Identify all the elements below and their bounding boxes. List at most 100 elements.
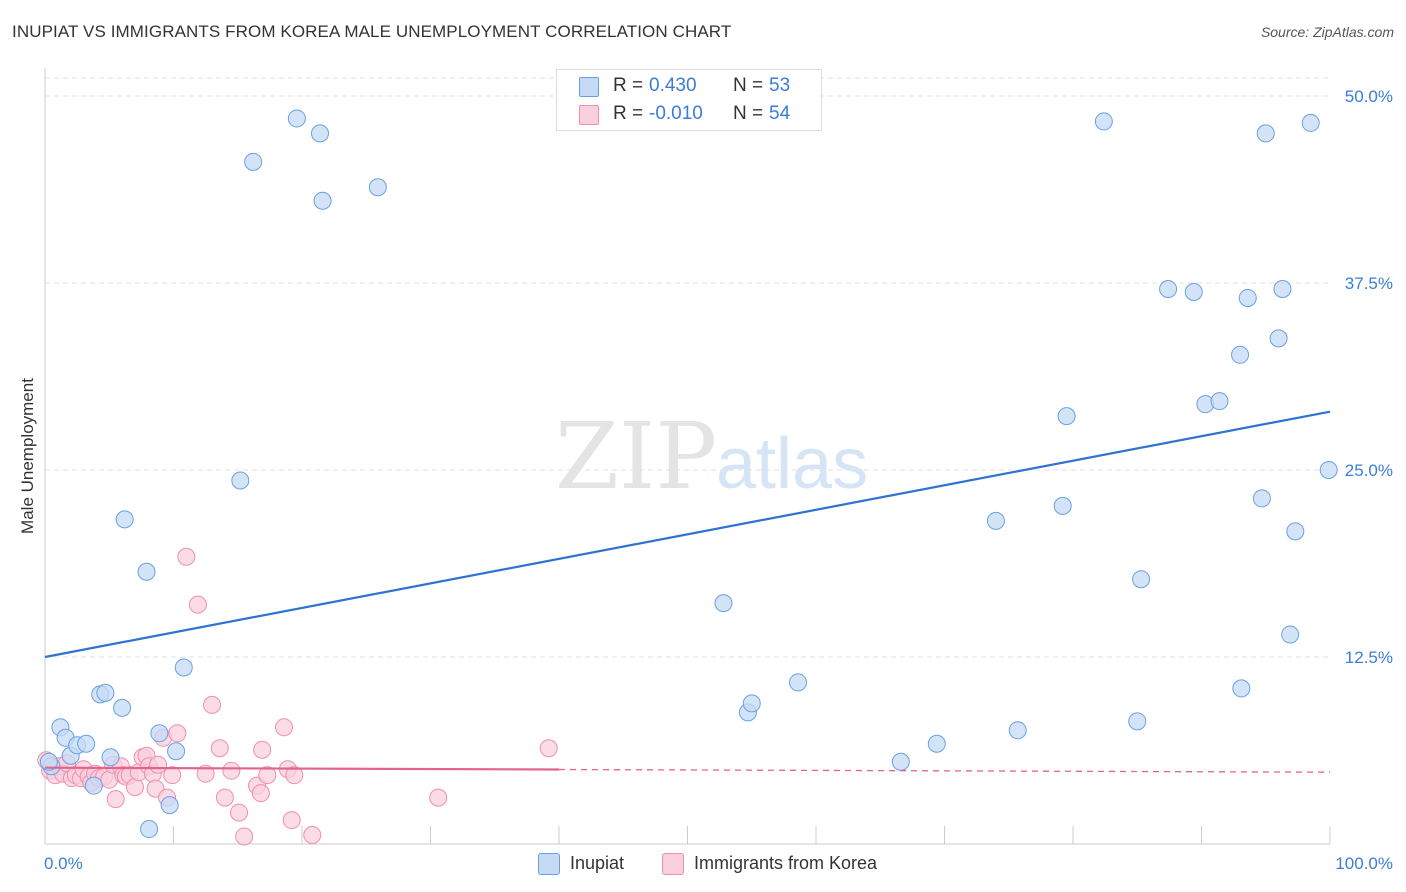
korea-point (196, 764, 215, 783)
inupiat-point (150, 724, 169, 743)
inupiat-point (96, 683, 115, 702)
legend-label: Immigrants from Korea (694, 853, 878, 873)
inupiat-point (113, 698, 132, 717)
y-tick-label: 50.0% (1345, 87, 1393, 106)
korea-point (125, 778, 144, 797)
inupiat-point (310, 124, 329, 143)
inupiat-point (160, 796, 179, 815)
korea-point (168, 724, 187, 743)
inupiat-point (77, 734, 96, 753)
inupiat-point (1231, 345, 1250, 364)
n-label: N = (733, 103, 764, 124)
inupiat-point (986, 511, 1005, 530)
inupiat-point (167, 742, 186, 761)
korea-swatch (662, 853, 684, 875)
y-tick-label: 37.5% (1345, 274, 1393, 293)
korea-point (303, 826, 322, 845)
inupiat-point (927, 734, 946, 753)
inupiat-point (742, 694, 761, 713)
inupiat-point (1008, 721, 1027, 740)
inupiat-point (1301, 113, 1320, 132)
korea-point (285, 766, 304, 785)
inupiat-point (1238, 288, 1257, 307)
inupiat-point (101, 748, 120, 767)
inupiat-point (174, 658, 193, 677)
y-tick-label: 12.5% (1345, 648, 1393, 667)
inupiat-point (1128, 712, 1147, 731)
inupiat-point (140, 820, 159, 839)
korea-point (230, 803, 249, 822)
inupiat-point (115, 510, 134, 529)
korea-point (177, 547, 196, 566)
x-tick-label: 100.0% (1335, 854, 1393, 873)
inupiat-point (789, 673, 808, 692)
korea-point (258, 766, 277, 785)
inupiat-point (1094, 112, 1113, 131)
korea-point (149, 755, 168, 774)
x-tick-label: 0.0% (44, 854, 83, 873)
n-label: N = (733, 75, 764, 96)
inupiat-point (1281, 625, 1300, 644)
watermark-zip: ZIP (555, 403, 717, 510)
inupiat-point (287, 109, 306, 128)
korea-point (188, 595, 207, 614)
korea-point (253, 740, 272, 759)
watermark: ZIP atlas (555, 403, 868, 510)
inupiat-point (368, 178, 387, 197)
n-value: 53 (769, 75, 791, 96)
inupiat-point (1252, 489, 1271, 508)
korea-point (251, 784, 270, 803)
r-label: R = (613, 103, 644, 124)
chart-title: INUPIAT VS IMMIGRANTS FROM KOREA MALE UN… (12, 22, 732, 41)
korea-point (203, 695, 222, 714)
inupiat-point (1256, 124, 1275, 143)
trend-lines (44, 410, 1331, 773)
inupiat-swatch (538, 853, 560, 875)
inupiat-point (137, 562, 156, 581)
watermark-atlas: atlas (716, 424, 868, 504)
inupiat-point (1057, 407, 1076, 426)
inupiat-point (1273, 279, 1292, 298)
inupiat-point (714, 594, 733, 613)
korea-point (222, 761, 241, 780)
korea-point (163, 766, 182, 785)
data-points (37, 109, 1338, 846)
korea-swatch (579, 105, 599, 125)
inupiat-point (1232, 679, 1251, 698)
korea-point (235, 827, 254, 846)
korea-trend-line-dashed (558, 768, 1331, 773)
inupiat-point (1159, 279, 1178, 298)
inupiat-point (1286, 522, 1305, 541)
axes (44, 68, 1331, 845)
inupiat-point (244, 152, 263, 171)
stats-box: R = 0.430 N = 53 R = -0.010 N = 54 (556, 69, 822, 131)
korea-point (539, 739, 558, 758)
korea-trend-line (44, 766, 560, 771)
inupiat-point (1132, 570, 1151, 589)
inupiat-point (231, 471, 250, 490)
r-label: R = (613, 75, 644, 96)
inupiat-point (313, 191, 332, 210)
inupiat-swatch (579, 77, 599, 97)
korea-point (282, 811, 301, 830)
korea-point (210, 739, 229, 758)
inupiat-point (1184, 282, 1203, 301)
inupiat-point (1269, 329, 1288, 348)
inupiat-point (39, 752, 58, 771)
inupiat-point (1319, 461, 1338, 479)
r-value: 0.430 (649, 75, 697, 96)
inupiat-point (891, 752, 910, 771)
inupiat-point (1210, 392, 1229, 411)
y-tick-label: 25.0% (1345, 461, 1393, 480)
grid-lines (45, 77, 1330, 658)
korea-point (275, 718, 294, 737)
n-value: 54 (769, 103, 791, 124)
inupiat-point (84, 776, 103, 795)
korea-point (215, 788, 234, 807)
legend-label: Inupiat (570, 853, 625, 873)
korea-point (429, 788, 448, 807)
r-value: -0.010 (649, 103, 703, 124)
korea-point (106, 790, 125, 809)
tick-labels: 12.5% 25.0% 37.5% 50.0% 0.0% 100.0% (44, 87, 1393, 873)
